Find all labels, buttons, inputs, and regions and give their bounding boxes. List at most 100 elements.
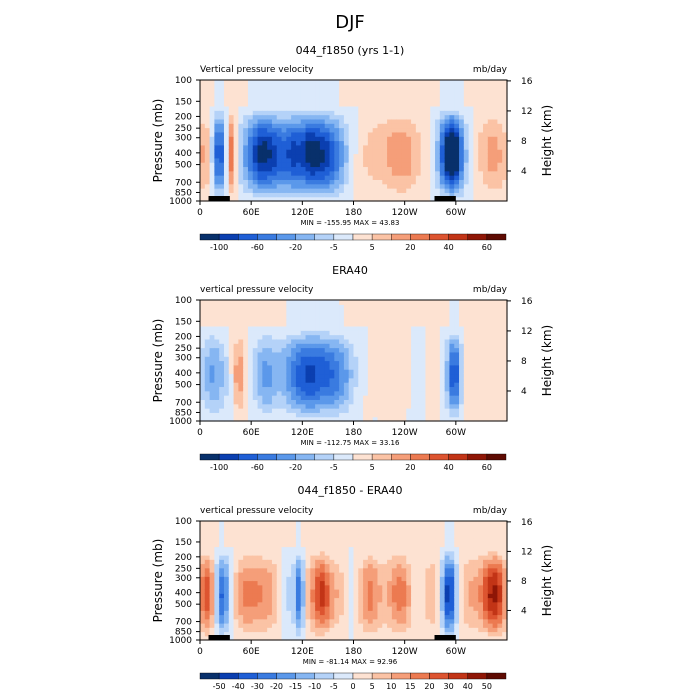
heatmap-cell — [339, 390, 345, 396]
heatmap-cell — [291, 157, 297, 163]
heatmap-cell — [382, 308, 388, 314]
heatmap-cell — [271, 546, 278, 552]
heatmap-cell — [300, 101, 307, 107]
heatmap-cell — [247, 597, 254, 603]
heatmap-cell — [209, 589, 215, 594]
heatmap-cell — [247, 105, 254, 111]
heatmap-cell — [233, 377, 239, 383]
heatmap-cell — [281, 321, 287, 327]
heatmap-cell — [406, 343, 412, 349]
heatmap-cell — [435, 97, 441, 103]
heatmap-cell — [339, 140, 345, 146]
heatmap-cell — [454, 408, 460, 413]
heatmap-cell — [367, 589, 374, 594]
heatmap-cell — [267, 601, 273, 607]
heatmap-cell — [324, 334, 331, 340]
heatmap-cell — [439, 390, 446, 396]
heatmap-cell — [214, 542, 220, 548]
heatmap-cell — [257, 140, 263, 146]
heatmap-cell — [324, 170, 331, 176]
heatmap-cell — [324, 631, 331, 637]
heatmap-cell — [454, 338, 460, 344]
heatmap-cell — [497, 300, 503, 305]
heatmap-cell — [411, 572, 417, 577]
heatmap-cell — [478, 114, 484, 120]
heatmap-cell — [377, 153, 383, 159]
heatmap-cell — [319, 84, 326, 90]
heatmap-cell — [310, 149, 316, 155]
heatmap-cell — [223, 144, 230, 150]
heatmap-cell — [214, 360, 220, 366]
heatmap-cell — [200, 179, 206, 185]
heatmap-cell — [295, 136, 302, 142]
heatmap-cell — [262, 321, 268, 327]
heatmap-cell — [497, 351, 503, 357]
heatmap-cell — [257, 525, 263, 531]
heatmap-cell — [247, 538, 254, 543]
heatmap-cell — [391, 399, 398, 405]
heatmap-cell — [406, 623, 412, 628]
heatmap-cell — [487, 338, 494, 344]
heatmap-cell — [262, 408, 268, 413]
heatmap-cell — [305, 601, 311, 607]
heatmap-cell — [243, 308, 249, 314]
heatmap-cell — [358, 563, 364, 569]
heatmap-cell — [363, 144, 369, 150]
heatmap-cell — [286, 101, 292, 107]
heatmap-cell — [228, 525, 235, 531]
heatmap-cell — [339, 325, 345, 331]
heatmap-cell — [295, 170, 302, 176]
heatmap-cell — [219, 601, 225, 607]
heatmap-cell — [473, 157, 479, 163]
heatmap-cell — [233, 559, 239, 565]
heatmap-cell — [228, 559, 235, 565]
heatmap-cell — [214, 533, 220, 539]
heatmap-cell — [291, 118, 297, 124]
heatmap-cell — [406, 364, 412, 370]
heatmap-cell — [305, 395, 311, 400]
heatmap-cell — [396, 416, 403, 422]
heatmap-cell — [324, 408, 331, 413]
heatmap-cell — [396, 105, 403, 111]
heatmap-cell — [478, 123, 484, 129]
heatmap-cell — [204, 589, 211, 594]
heatmap-cell — [339, 330, 345, 336]
heatmap-cell — [468, 360, 475, 366]
heatmap-cell — [406, 170, 412, 176]
heatmap-cell — [214, 351, 220, 357]
heatmap-cell — [281, 338, 287, 344]
heatmap-cell — [276, 373, 283, 379]
heatmap-cell — [214, 127, 220, 133]
heatmap-cell — [209, 101, 215, 107]
heatmap-cell — [305, 114, 311, 120]
heatmap-cell — [339, 351, 345, 357]
heatmap-cell — [425, 88, 431, 94]
heatmap-cell — [382, 606, 388, 611]
heatmap-cell — [324, 567, 331, 573]
heatmap-cell — [300, 183, 307, 189]
heatmap-cell — [200, 170, 206, 176]
heatmap-cell — [238, 92, 244, 98]
y-tick-label: 200 — [175, 112, 192, 122]
heatmap-cell — [372, 521, 379, 526]
heatmap-cell — [435, 321, 441, 327]
heatmap-cell — [281, 343, 287, 349]
heatmap-cell — [406, 538, 412, 543]
heatmap-cell — [204, 127, 211, 133]
heatmap-cell — [387, 403, 393, 409]
heatmap-cell — [233, 347, 239, 353]
heatmap-cell — [353, 373, 359, 379]
heatmap-cell — [219, 403, 225, 409]
heatmap-cell — [247, 101, 254, 107]
heatmap-cell — [214, 597, 220, 603]
heatmap-cell — [358, 92, 364, 98]
heatmap-cell — [339, 576, 345, 582]
heatmap-cell — [329, 196, 335, 202]
heatmap-cell — [401, 351, 407, 357]
heatmap-cell — [439, 416, 446, 422]
heatmap-cell — [487, 321, 494, 327]
heatmap-cell — [483, 92, 489, 98]
heatmap-cell — [247, 140, 254, 146]
heatmap-cell — [233, 369, 239, 375]
heatmap-cell — [358, 114, 364, 120]
